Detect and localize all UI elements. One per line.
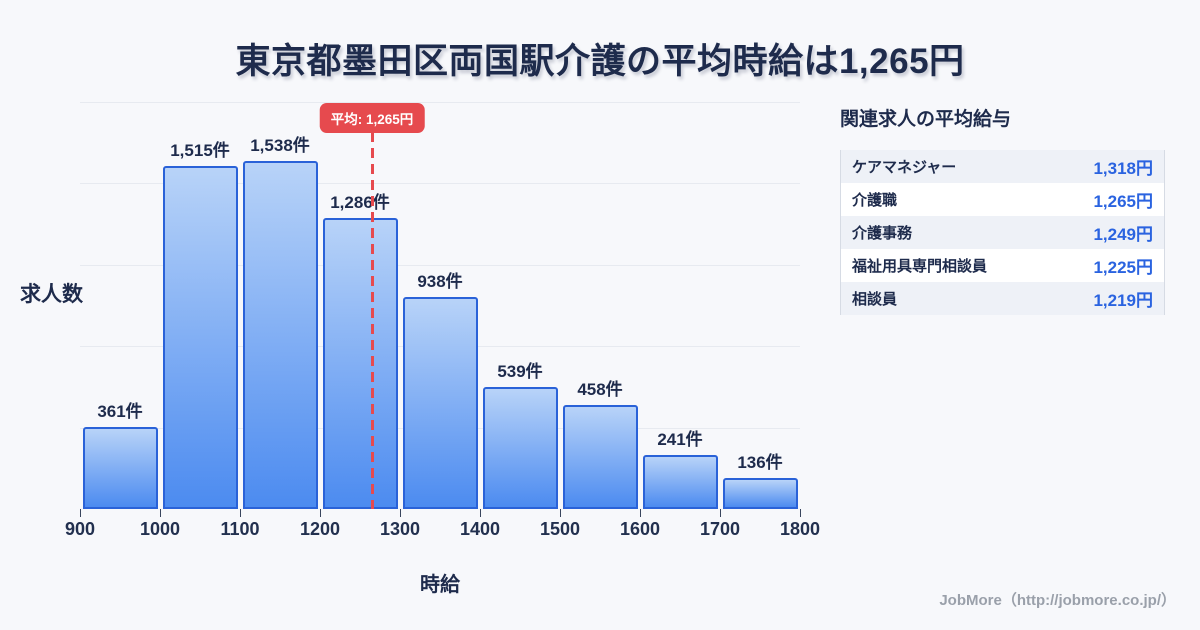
bar bbox=[162, 166, 238, 509]
y-axis-title: 求人数 bbox=[20, 283, 83, 306]
gridline bbox=[80, 102, 800, 103]
x-tick bbox=[160, 509, 161, 517]
job-type-label: ケアマネジャー bbox=[852, 159, 957, 176]
x-tick-label: 1100 bbox=[220, 519, 260, 539]
source-credit: JobMore（http://jobmore.co.jp/） bbox=[939, 592, 1176, 609]
job-type-label: 相談員 bbox=[852, 291, 898, 308]
x-tick-label: 1200 bbox=[299, 519, 341, 539]
job-wage-value: 1,225円 bbox=[1093, 258, 1153, 277]
bar-count-label: 1,515件 bbox=[170, 141, 230, 160]
bar bbox=[82, 427, 158, 509]
bar bbox=[722, 478, 798, 509]
average-line bbox=[370, 132, 374, 509]
x-tick-label: 1700 bbox=[699, 519, 741, 539]
x-tick bbox=[240, 509, 241, 517]
bar-count-label: 241件 bbox=[657, 430, 703, 449]
job-wage-value: 1,219円 bbox=[1093, 291, 1153, 310]
x-tick bbox=[320, 509, 321, 517]
x-axis-title: 時給 bbox=[420, 574, 460, 596]
salary-row: 福祉用具専門相談員 1,225円 bbox=[841, 249, 1164, 282]
average-badge: 平均: 1,265円 bbox=[319, 103, 425, 133]
job-wage-value: 1,318円 bbox=[1093, 159, 1153, 178]
bar-count-label: 1,538件 bbox=[250, 136, 310, 155]
x-tick-label: 1000 bbox=[139, 519, 181, 539]
bar bbox=[242, 161, 318, 509]
salary-row: 相談員 1,219円 bbox=[841, 282, 1164, 315]
x-tick bbox=[80, 509, 81, 517]
x-tick bbox=[720, 509, 721, 517]
bar-count-label: 539件 bbox=[497, 362, 543, 381]
bar bbox=[322, 218, 398, 509]
job-type-label: 介護事務 bbox=[852, 225, 913, 242]
related-jobs-panel: 関連求人の平均給与 ケアマネジャー 1,318円介護職 1,265円介護事務 1,24… bbox=[840, 104, 1165, 315]
job-type-label: 福祉用具専門相談員 bbox=[852, 258, 988, 275]
job-wage-value: 1,249円 bbox=[1093, 225, 1153, 244]
bar-count-label: 136件 bbox=[737, 453, 783, 472]
page-title: 東京都墨田区両国駅介護の平均時給は1,265円 bbox=[235, 42, 965, 81]
x-tick-label: 1400 bbox=[459, 519, 501, 539]
histogram-bin: 1,538件 bbox=[240, 102, 320, 509]
x-tick bbox=[480, 509, 481, 517]
x-tick-label: 1500 bbox=[539, 519, 581, 539]
salary-row: ケアマネジャー 1,318円 bbox=[841, 150, 1164, 183]
bar-count-label: 938件 bbox=[417, 272, 463, 291]
x-tick-label: 1600 bbox=[619, 519, 661, 539]
gridline bbox=[80, 264, 800, 266]
bar bbox=[402, 297, 478, 509]
gridline bbox=[80, 183, 800, 185]
x-tick-label: 1300 bbox=[379, 519, 421, 539]
x-tick-label: 900 bbox=[64, 519, 96, 539]
histogram-bin: 1,515件 bbox=[160, 102, 240, 509]
histogram-bin: 1,286件 bbox=[320, 102, 400, 509]
bar bbox=[562, 405, 638, 509]
histogram-bin: 938件 bbox=[400, 102, 480, 509]
panel-title: 関連求人の平均給与 bbox=[840, 109, 1012, 130]
x-tick bbox=[800, 509, 801, 517]
bar-count-label: 1,286件 bbox=[330, 193, 390, 212]
job-wage-value: 1,265円 bbox=[1093, 192, 1153, 211]
x-tick bbox=[640, 509, 641, 517]
wage-histogram: 361件 1,515件 1,538件 1,286件 938件 539件 458件 241件 13… bbox=[65, 102, 820, 539]
histogram-bin: 136件 bbox=[720, 102, 800, 509]
histogram-bin: 458件 bbox=[560, 102, 640, 509]
salary-row: 介護事務 1,249円 bbox=[841, 216, 1164, 249]
histogram-bin: 241件 bbox=[640, 102, 720, 509]
salary-table: ケアマネジャー 1,318円介護職 1,265円介護事務 1,249円福祉用具専門相談… bbox=[840, 150, 1165, 315]
bar-count-label: 361件 bbox=[97, 402, 143, 421]
bar bbox=[642, 455, 718, 509]
x-tick bbox=[560, 509, 561, 517]
x-tick-label: 1800 bbox=[779, 519, 821, 539]
histogram-bin: 539件 bbox=[480, 102, 560, 509]
salary-row: 介護職 1,265円 bbox=[841, 183, 1164, 216]
histogram-bin: 361件 bbox=[80, 102, 160, 509]
bar-count-label: 458件 bbox=[577, 380, 623, 399]
x-tick bbox=[400, 509, 401, 517]
bar-group: 361件 1,515件 1,538件 1,286件 938件 539件 458件 241件 13… bbox=[80, 102, 800, 509]
job-type-label: 介護職 bbox=[852, 192, 898, 209]
bar bbox=[482, 387, 558, 509]
